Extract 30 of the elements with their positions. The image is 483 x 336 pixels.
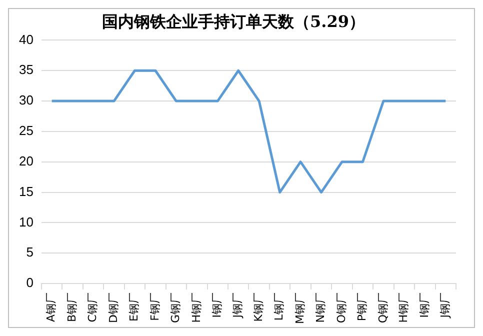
x-tick-label: B钢厂 bbox=[65, 292, 78, 322]
x-tick-label: I钢厂 bbox=[210, 292, 224, 318]
x-tick-label: G钢厂 bbox=[169, 292, 182, 324]
y-tick-label: 0 bbox=[26, 275, 34, 290]
x-tick-label: K钢厂 bbox=[252, 292, 265, 322]
y-tick-label: 15 bbox=[18, 184, 34, 199]
x-tick-label: H钢厂 bbox=[397, 292, 410, 323]
x-tick-label: N钢厂 bbox=[314, 292, 328, 323]
y-tick-label: 40 bbox=[18, 32, 34, 47]
x-tick-label: C钢厂 bbox=[86, 292, 100, 322]
y-tick-label: 30 bbox=[18, 92, 34, 108]
x-tick-label: A钢厂 bbox=[44, 292, 58, 322]
x-tick-label: P钢厂 bbox=[356, 292, 369, 322]
y-tick-label: 5 bbox=[26, 244, 34, 260]
x-tick-label: L钢厂 bbox=[272, 292, 286, 321]
x-tick-label: O钢厂 bbox=[334, 292, 348, 324]
x-tick-label: I钢厂 bbox=[418, 292, 431, 318]
y-tick-label: 25 bbox=[18, 123, 34, 138]
x-tick-label: E钢厂 bbox=[128, 292, 141, 322]
x-tick-label: M钢厂 bbox=[293, 292, 306, 324]
x-tick-label: F钢厂 bbox=[148, 292, 162, 321]
chart-title: 国内钢铁企业手持订单天数（5.29） bbox=[102, 12, 365, 31]
y-tick-label: 10 bbox=[18, 214, 34, 230]
x-tick-label: Q钢厂 bbox=[376, 292, 390, 324]
x-tick-label: H钢厂 bbox=[190, 292, 203, 323]
x-tick-label: J钢厂 bbox=[231, 292, 244, 319]
y-tick-label: 35 bbox=[18, 62, 34, 78]
x-tick-label: J钢厂 bbox=[438, 292, 452, 319]
x-tick-label: D钢厂 bbox=[106, 292, 120, 323]
y-tick-label: 20 bbox=[18, 153, 34, 168]
